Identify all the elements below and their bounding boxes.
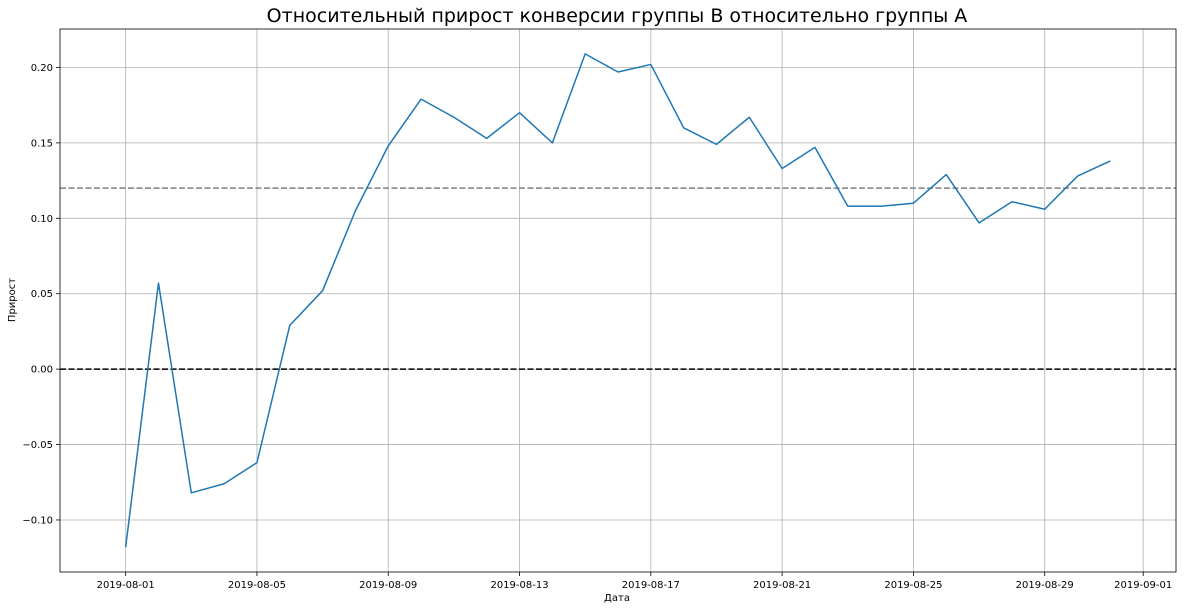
y-tick-label: −0.05 (22, 440, 53, 451)
series-group (124, 53, 1111, 548)
y-tick-label: 0.15 (31, 138, 53, 149)
chart-title: Относительный прирост конверсии группы B… (267, 5, 968, 27)
y-axis-label: Прирост (7, 278, 18, 322)
y-tick-label: 0.05 (31, 289, 53, 300)
x-axis-ticks: 2019-08-01 2019-08-05 2019-08-09 2019-08-13… (97, 572, 1172, 591)
series-line (124, 53, 1111, 548)
y-tick-label: 0.10 (31, 214, 53, 225)
plot-area-frame (59, 28, 1177, 573)
x-tick-label: 2019-08-25 (884, 580, 942, 591)
reference-lines (60, 187, 1176, 370)
y-axis-ticks: −0.10 −0.05 0.00 0.05 0.10 0.15 0.20 (22, 63, 60, 526)
x-axis-label: Дата (604, 593, 630, 604)
x-tick-label: 2019-08-21 (753, 580, 811, 591)
x-tick-label: 2019-08-09 (359, 580, 417, 591)
y-tick-label: 0.00 (31, 365, 53, 376)
x-tick-label: 2019-08-13 (490, 580, 548, 591)
y-tick-label: −0.10 (22, 515, 53, 526)
grid (60, 29, 1176, 572)
x-tick-label: 2019-08-17 (622, 580, 680, 591)
x-tick-label: 2019-09-01 (1114, 580, 1172, 591)
x-tick-label: 2019-08-01 (97, 580, 155, 591)
x-tick-label: 2019-08-05 (228, 580, 286, 591)
y-tick-label: 0.20 (31, 63, 53, 74)
x-tick-label: 2019-08-29 (1016, 580, 1074, 591)
